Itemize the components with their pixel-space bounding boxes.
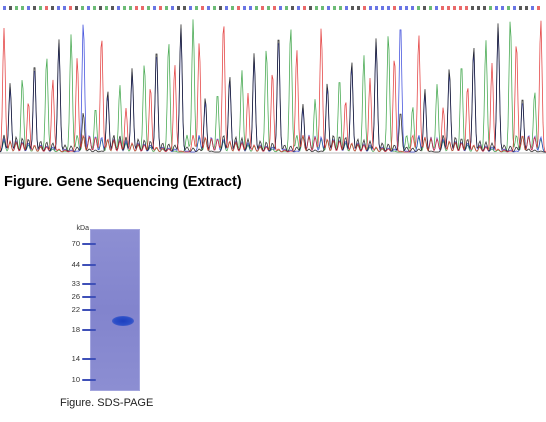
marker-label: 26 — [71, 292, 80, 301]
marker-label: 22 — [71, 305, 80, 314]
protein-sample-band — [112, 316, 134, 326]
kda-unit-label: kDa — [76, 225, 89, 232]
gel-background — [90, 229, 140, 391]
marker-band — [82, 283, 96, 285]
marker-label: 44 — [71, 260, 80, 269]
marker-band — [82, 379, 96, 381]
marker-band — [82, 329, 96, 331]
chromatogram-traces — [0, 0, 546, 154]
marker-label: 33 — [71, 279, 80, 288]
marker-label: 14 — [71, 354, 80, 363]
marker-band — [82, 264, 96, 266]
sds-page-figure-caption: Figure. SDS-PAGE — [60, 397, 154, 409]
sds-page-gel: kDa 70 44 33 26 22 18 14 10 — [60, 225, 140, 391]
marker-band — [82, 243, 96, 245]
sequencing-chromatogram — [0, 0, 546, 160]
marker-band — [82, 309, 96, 311]
marker-band — [82, 296, 96, 298]
sequencing-figure-caption: Figure. Gene Sequencing (Extract) — [4, 174, 242, 190]
marker-label: 70 — [71, 239, 80, 248]
marker-band — [82, 358, 96, 360]
marker-label: 10 — [71, 375, 80, 384]
marker-label: 18 — [71, 325, 80, 334]
